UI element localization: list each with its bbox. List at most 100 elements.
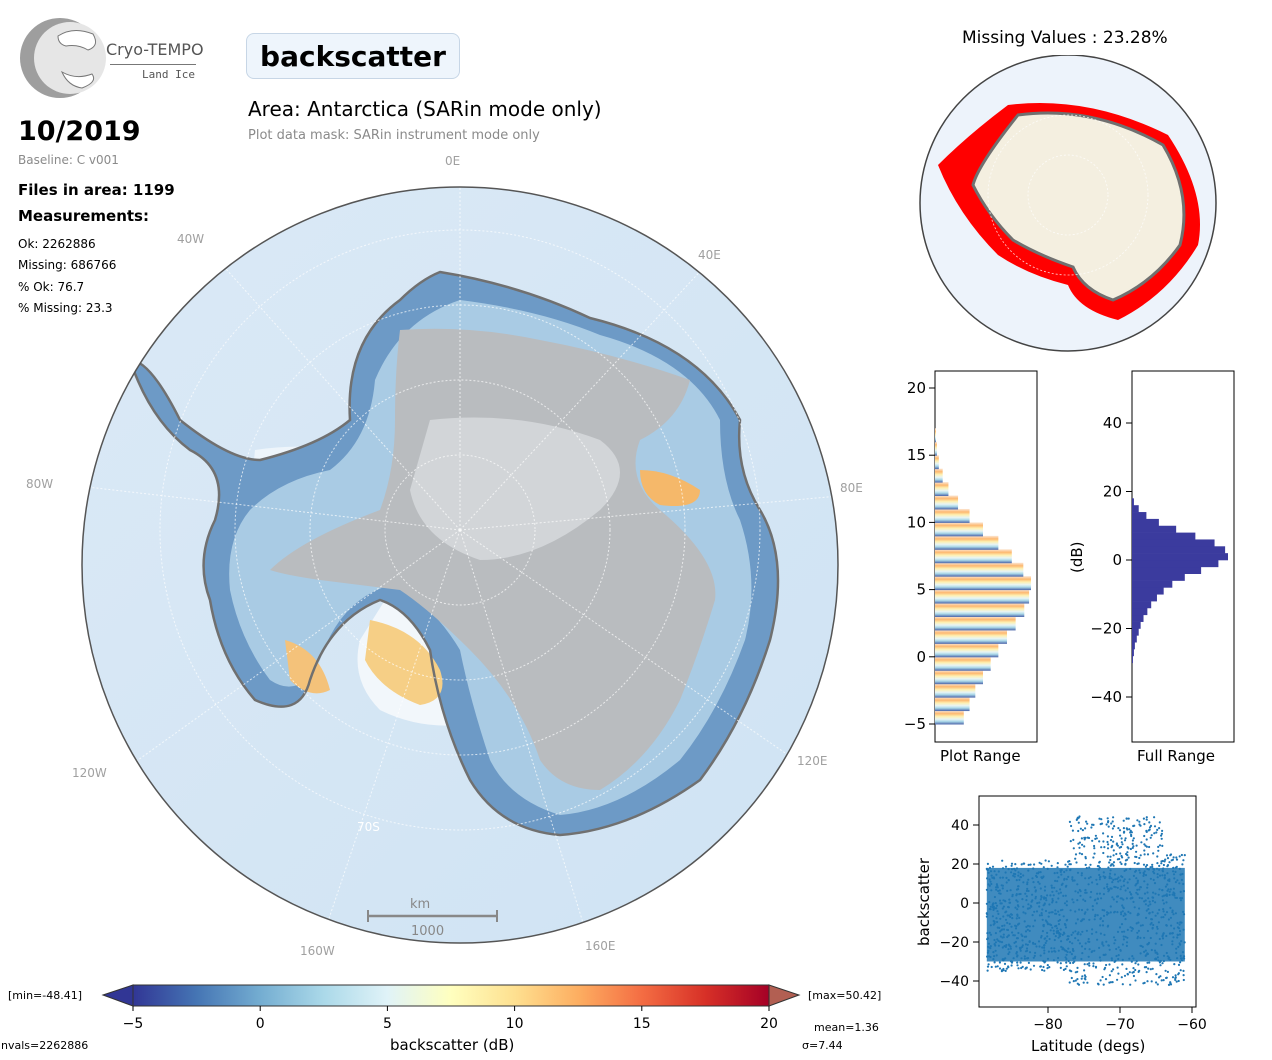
scatter-point (1068, 820, 1071, 824)
scatter-point (1109, 855, 1112, 858)
scatter-point (1046, 964, 1049, 967)
scatter-point (1059, 966, 1062, 970)
scatter-point (1068, 860, 1071, 863)
scatter-point (1010, 862, 1014, 865)
colorbar-min-label: [min=-48.41] (8, 989, 82, 1002)
scatter-point (1151, 863, 1154, 866)
full-range-bar (1132, 539, 1215, 547)
scatter-point (1098, 840, 1101, 843)
area-title: Area: Antarctica (SARin mode only) (248, 97, 602, 121)
full-range-bar (1132, 635, 1137, 643)
scatter-point (1129, 847, 1132, 851)
coastline (128, 270, 780, 837)
scatter-point (1127, 856, 1130, 859)
full-range-bar (1132, 566, 1202, 574)
scatter-point (1163, 860, 1166, 863)
scatter-point (1132, 837, 1135, 840)
scatter-point (1086, 981, 1089, 984)
scatter-point (1175, 980, 1178, 983)
scatter-point (1027, 961, 1030, 965)
scatter-point (1153, 816, 1156, 819)
scatter-point (1164, 969, 1167, 972)
scatter-point (1130, 833, 1133, 836)
scatter-point (1130, 831, 1133, 834)
scatter-point (1088, 962, 1091, 965)
plot-range-bar (935, 643, 999, 658)
colorbar-max-label: [max=50.42] (808, 989, 881, 1002)
full-range-bar (1132, 512, 1147, 520)
logo-rule (110, 64, 196, 65)
plot-range-bar (935, 428, 936, 443)
label-120w: 120W (72, 766, 107, 780)
scatter-point (1145, 966, 1148, 969)
warm-patch-amery (640, 470, 700, 506)
scatter-point (1046, 967, 1049, 970)
scatter-point (1069, 961, 1072, 965)
scatter-point (1182, 859, 1185, 862)
scatter-point (1080, 853, 1084, 856)
scatter-point (1165, 976, 1168, 980)
scatter-point (1065, 965, 1068, 968)
stat-pct-missing: % Missing: 23.3 (18, 301, 113, 315)
scatter-point (1132, 974, 1135, 978)
scatter-point (1083, 969, 1086, 972)
scatter-point (1134, 855, 1137, 858)
scatter-point (1115, 852, 1118, 856)
scatter-point (1117, 827, 1120, 830)
scatter-point (1109, 839, 1113, 842)
scatter-point (1056, 961, 1059, 964)
scatter-point (1156, 828, 1159, 832)
scatter-ytick-label: 20 (951, 857, 969, 873)
colorbar-tick-label: 15 (633, 1016, 651, 1032)
scatter-point (1090, 826, 1093, 829)
plot-range-bar (935, 562, 1024, 577)
colorbar-label: backscatter (dB) (390, 1036, 514, 1054)
full-range-tick-label: 20 (1103, 483, 1122, 501)
scatter-point (1144, 865, 1147, 868)
full-range-bar (1132, 614, 1144, 622)
full-range-bar (1132, 621, 1141, 629)
scatter-point (1127, 817, 1130, 820)
plot-range-bar (935, 455, 939, 470)
logo-icon (20, 18, 106, 98)
scatter-point (1174, 978, 1177, 982)
scatter-plot: −80 −70 −60 40 20 0 −20 −40 backscatter Latitud… (915, 795, 1207, 1055)
scatter-point (1139, 854, 1142, 857)
scatter-point (1173, 963, 1176, 966)
scatter-point (1025, 966, 1028, 969)
full-range-tick-label: −20 (1090, 620, 1122, 638)
scatter-point (1120, 862, 1123, 866)
scatter-point (1156, 983, 1159, 986)
scatter-point (1145, 838, 1148, 841)
scatter-point (1160, 832, 1163, 835)
scatter-point (1142, 982, 1145, 985)
scatter-point (1170, 859, 1173, 862)
scatter-point (1033, 863, 1036, 866)
scatter-point (1081, 843, 1084, 846)
scatter-ytick-label: 0 (960, 896, 969, 912)
scatter-point (1075, 818, 1078, 822)
scatter-point (1072, 838, 1075, 842)
scatter-point (1125, 967, 1128, 971)
scatter-point (1183, 854, 1186, 857)
scatter-point (1121, 983, 1124, 986)
scatter-point (1116, 858, 1119, 861)
scatter-point (1166, 857, 1170, 860)
scatter-point (1071, 829, 1074, 832)
scatter-point (1159, 975, 1162, 978)
missing-land (971, 111, 1186, 302)
plot-range-bar (935, 603, 1025, 617)
scatter-point (1158, 827, 1161, 830)
scatter-point (1168, 861, 1171, 864)
full-range-bar (1132, 655, 1133, 664)
scatter-point (1083, 974, 1086, 977)
scatter-point (1098, 860, 1101, 863)
plot-range-bar (935, 683, 976, 698)
scatter-point (1139, 824, 1142, 827)
colorbar-tick-label: 0 (256, 1016, 265, 1032)
scatter-point (1157, 845, 1160, 849)
scatter-point (1126, 972, 1129, 976)
logo-title: Cryo-TEMPO (106, 40, 204, 59)
scatter-point (1112, 864, 1115, 867)
scatter-point (1145, 845, 1148, 848)
